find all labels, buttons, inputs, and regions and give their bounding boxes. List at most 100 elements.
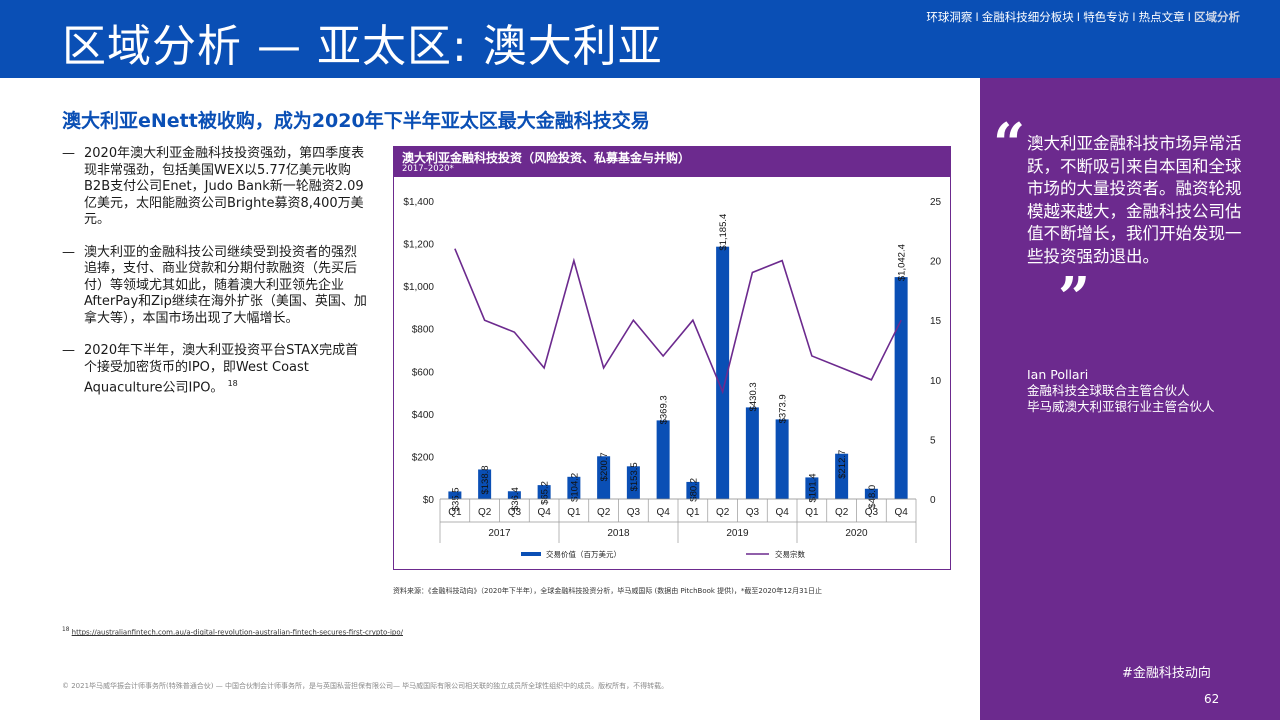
open-quote-icon: “ [993, 111, 1026, 177]
y-right-tick-label: 0 [930, 495, 936, 506]
x-year-label: 2017 [488, 528, 511, 539]
bar [805, 477, 819, 499]
bar [626, 466, 640, 499]
bar [478, 469, 492, 499]
bullet-item: — 2020年下半年，澳大利亚投资平台STAX完成首个接受加密货币的IPO，即W… [62, 343, 367, 397]
y-left-tick-label: $1,400 [403, 197, 434, 208]
x-year-label: 2018 [607, 528, 630, 539]
bar-data-label: $1,185.4 [718, 214, 729, 251]
x-tick-label: Q4 [775, 507, 789, 518]
bar-data-label: $80.2 [688, 478, 699, 502]
person-role: 金融科技全球联合主管合伙人 [1027, 383, 1190, 398]
hashtag[interactable]: #金融科技动向 [1122, 666, 1211, 681]
y-left-tick-label: $400 [412, 410, 435, 421]
bar-data-label: $104.2 [569, 473, 580, 502]
header-bar [0, 0, 1280, 78]
y-right-tick-label: 15 [930, 316, 942, 327]
bar [745, 407, 759, 499]
quote-panel [980, 78, 1280, 720]
x-year-label: 2019 [726, 528, 749, 539]
bar [567, 476, 581, 499]
y-right-tick-label: 10 [930, 376, 942, 387]
bullet-dash: — [62, 244, 75, 260]
deal-count-line [454, 248, 902, 395]
quote-text: 澳大利亚金融科技市场异常活跃，不断吸引来自本国和全球市场的大量投资者。融资轮规模… [1027, 134, 1242, 266]
x-tick-label: Q4 [894, 507, 908, 518]
bar [686, 481, 700, 499]
bar-data-label: $153.5 [629, 462, 640, 491]
bar-data-label: $430.3 [748, 382, 759, 411]
bullet-item: — 2020年澳大利亚金融科技投资强劲，第四季度表现非常强劲，包括美国WEX以5… [62, 146, 367, 229]
chart-title: 澳大利亚金融科技投资（风险投资、私募基金与并购） [402, 151, 691, 165]
nav-item[interactable]: 热点文章 [1138, 10, 1185, 24]
nav-item[interactable]: 特色专访 [1083, 10, 1130, 24]
y-left-tick-label: $1,200 [403, 240, 434, 251]
quote-attribution: Ian Pollari 金融科技全球联合主管合伙人 毕马威澳大利亚银行业主管合伙… [1027, 367, 1215, 415]
close-quote-icon: ” [1058, 265, 1091, 331]
top-nav: 环球洞察 I 金融科技细分板块 I 特色专访 I 热点文章 I 区域分析 [926, 9, 1240, 25]
x-tick-label: Q3 [508, 507, 522, 518]
x-tick-label: Q4 [656, 507, 670, 518]
nav-item[interactable]: 环球洞察 [926, 10, 973, 24]
x-tick-label: Q2 [716, 507, 730, 518]
bar-data-label: $373.9 [778, 394, 789, 423]
bar-data-label: $1,042.4 [897, 244, 908, 281]
bullet-dash: — [62, 343, 75, 358]
bullet-text: 2020年下半年，澳大利亚投资平台STAX完成首个接受加密货币的IPO，即Wes… [84, 343, 359, 396]
bar-data-label: $200.7 [599, 452, 610, 481]
bar-data-label: $212.7 [837, 450, 848, 479]
bar [775, 419, 789, 499]
x-tick-label: Q2 [478, 507, 492, 518]
person-name: Ian Pollari [1027, 367, 1089, 382]
x-year-label: 2020 [845, 528, 868, 539]
chart-panel: $0 $200 $400 $600 $800 $1,000 $1,200 $1,400 0 5 10… [393, 146, 951, 570]
x-tick-label: Q1 [805, 507, 819, 518]
bar [716, 246, 730, 499]
bar [894, 277, 908, 499]
nav-separator: I [975, 10, 979, 24]
x-tick-label: Q1 [686, 507, 700, 518]
person-role: 毕马威澳大利亚银行业主管合伙人 [1027, 399, 1215, 414]
page-number: 62 [1204, 692, 1220, 706]
y-left-tick-label: $600 [412, 367, 435, 378]
bar-data-label: $101.4 [807, 473, 818, 502]
x-tick-label: Q2 [597, 507, 611, 518]
x-tick-label: Q3 [746, 507, 760, 518]
bar-data-label: $48.0 [867, 485, 878, 509]
nav-item[interactable]: 金融科技细分板块 [981, 10, 1074, 24]
footnote-link[interactable]: https://australianfintech.com.au/a-digit… [71, 628, 403, 637]
chart-header: 澳大利亚金融科技投资（风险投资、私募基金与并购） 2017–2020* [394, 147, 950, 177]
bar [448, 491, 462, 499]
nav-separator: I [1132, 10, 1136, 24]
bar [835, 453, 849, 499]
bar [507, 491, 521, 499]
bar-data-label: $65.2 [540, 481, 551, 505]
x-tick-label: Q1 [448, 507, 462, 518]
legend-label: 交易宗数 [775, 549, 805, 559]
y-right-tick-label: 5 [930, 435, 936, 446]
page-title: 区域分析 — 亚太区: 澳大利亚 [62, 21, 663, 72]
footnote: 18 https://australianfintech.com.au/a-di… [62, 627, 403, 636]
y-left-tick-label: $1,000 [403, 282, 434, 293]
x-tick-label: Q4 [537, 507, 551, 518]
y-left-tick-label: $800 [412, 325, 435, 336]
bullet-dash: — [62, 146, 75, 161]
bar [864, 488, 878, 499]
bar [656, 420, 670, 499]
y-right-tick-label: 25 [930, 197, 942, 208]
section-subtitle: 澳大利亚eNett被收购，成为2020年下半年亚太区最大金融科技交易 [62, 110, 650, 132]
copyright: © 2021毕马威华振会计师事务所(特殊普通合伙) — 中国合伙制会计师事务所，… [62, 682, 669, 690]
nav-item[interactable]: 区域分析 [1194, 10, 1240, 24]
footnote-number: 18 [62, 627, 70, 633]
source-note: 资料来源：《金融科技动向》（2020年下半年），全球金融科技投资分析，毕马威国际… [393, 587, 823, 595]
y-left-tick-label: $0 [423, 495, 435, 506]
bar-data-label: $138.8 [480, 465, 491, 494]
y-left-tick-label: $200 [412, 452, 435, 463]
legend-label: 交易价值（百万美元） [546, 549, 621, 559]
y-right-tick-label: 20 [930, 257, 942, 268]
bullet-list: — 2020年澳大利亚金融科技投资强劲，第四季度表现非常强劲，包括美国WEX以5… [62, 146, 367, 413]
footnote-ref[interactable]: 18 [227, 379, 238, 388]
x-tick-label: Q3 [627, 507, 641, 518]
bullet-text: 2020年澳大利亚金融科技投资强劲，第四季度表现非常强劲，包括美国WEX以5.7… [84, 146, 365, 227]
bullet-text: 澳大利亚的金融科技公司继续受到投资者的强烈追捧，支付、商业贷款和分期付款融资（先… [84, 244, 367, 326]
